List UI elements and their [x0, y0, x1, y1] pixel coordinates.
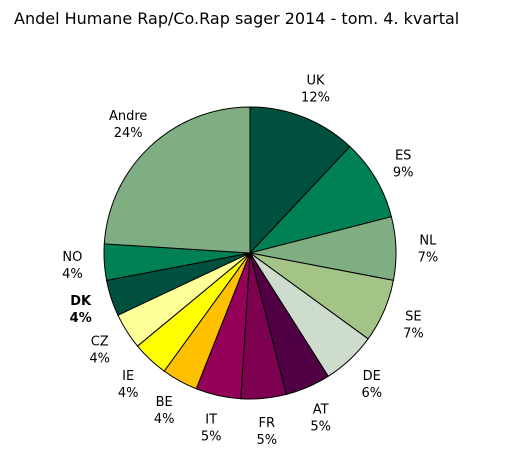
slice-label-uk: UK 12% [301, 74, 330, 106]
pie-slice-es [248, 145, 393, 254]
slice-label-nl: NL 7% [418, 233, 439, 265]
slice-label-be: BE 4% [154, 395, 175, 427]
slice-label-se: SE 7% [403, 310, 424, 342]
slice-label-it: IT 5% [201, 413, 222, 445]
slice-label-de: DE 6% [361, 369, 382, 401]
slice-label-andre: Andre 24% [109, 109, 147, 141]
slice-labels: UK 12% ES 9% NL 7% SE 7% DE 6% AT 5% FR 5% IT 5% BE 4% IE 4… [62, 74, 438, 449]
slice-label-dk: DK 4% [70, 294, 92, 326]
pie-slice-andre [103, 106, 251, 254]
slice-label-no: NO 4% [62, 250, 83, 282]
pie-slices [103, 106, 397, 400]
slice-label-es: ES 9% [393, 148, 414, 180]
slice-label-ie: IE 4% [118, 369, 139, 401]
slice-label-at: AT 5% [310, 402, 331, 434]
pie-slice-uk [249, 106, 351, 255]
chart-title: Andel Humane Rap/Co.Rap sager 2014 - tom… [14, 9, 459, 28]
slice-label-cz: CZ 4% [89, 334, 110, 366]
slice-label-fr: FR 5% [256, 416, 277, 448]
